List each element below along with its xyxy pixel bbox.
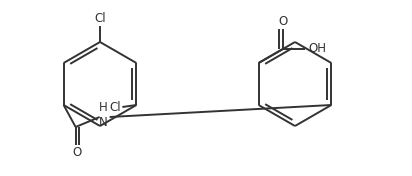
Text: OH: OH — [308, 42, 326, 55]
Text: O: O — [72, 146, 81, 159]
Text: H
N: H N — [99, 101, 108, 129]
Text: Cl: Cl — [94, 12, 106, 25]
Text: Cl: Cl — [110, 100, 122, 114]
Text: O: O — [278, 15, 288, 28]
